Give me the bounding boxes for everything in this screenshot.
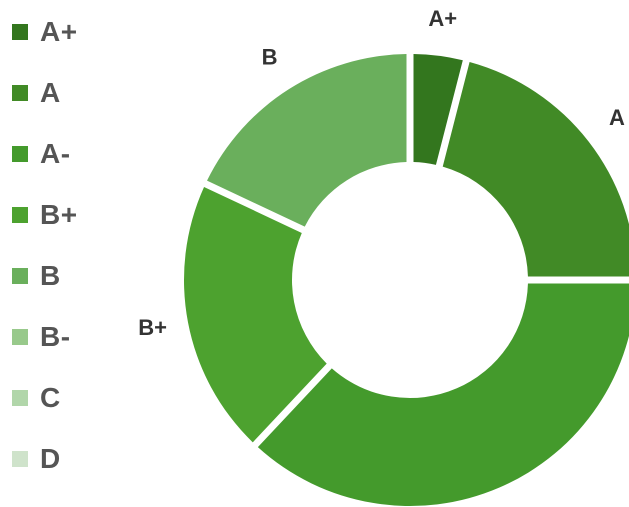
legend-swatch-b-minus: [12, 329, 28, 345]
legend-label-b-minus: B-: [40, 321, 71, 352]
legend-label-a-minus: A-: [40, 138, 71, 169]
legend-swatch-a: [12, 85, 28, 101]
donut-slices: [184, 54, 629, 506]
legend-swatch-a-minus: [12, 146, 28, 162]
slice-a-plus[interactable]: [413, 54, 463, 165]
slice-a-minus[interactable]: [257, 283, 629, 506]
slice-label-a-plus: A+: [428, 6, 457, 31]
legend-swatch-b-plus: [12, 207, 28, 223]
slice-b-plus[interactable]: [184, 186, 327, 443]
legend-label-b: B: [40, 260, 61, 291]
legend-item-a-plus[interactable]: A+: [12, 14, 122, 75]
legend-label-c: C: [40, 382, 61, 413]
legend-label-a: A: [40, 77, 61, 108]
slice-label-a: A: [609, 105, 625, 130]
legend-swatch-a-plus: [12, 24, 28, 40]
slice-labels: A+AA-B+B: [138, 6, 625, 507]
legend-item-a[interactable]: A: [12, 75, 122, 136]
legend-item-b-plus[interactable]: B+: [12, 197, 122, 258]
legend-item-a-minus[interactable]: A-: [12, 136, 122, 197]
legend-swatch-b: [12, 268, 28, 284]
legend-swatch-c: [12, 390, 28, 406]
slice-b[interactable]: [207, 54, 407, 227]
legend-swatch-d: [12, 451, 28, 467]
slice-label-b: B: [262, 45, 278, 70]
legend-item-c[interactable]: C: [12, 380, 122, 441]
slice-label-b-plus: B+: [138, 315, 167, 340]
legend-item-d[interactable]: D: [12, 441, 122, 502]
legend-label-b-plus: B+: [40, 199, 78, 230]
legend: A+ A A- B+ B B- C D: [12, 14, 122, 502]
legend-item-b-minus[interactable]: B-: [12, 319, 122, 380]
legend-item-b[interactable]: B: [12, 258, 122, 319]
legend-label-d: D: [40, 443, 61, 474]
legend-label-a-plus: A+: [40, 16, 78, 47]
slice-a[interactable]: [442, 61, 629, 277]
